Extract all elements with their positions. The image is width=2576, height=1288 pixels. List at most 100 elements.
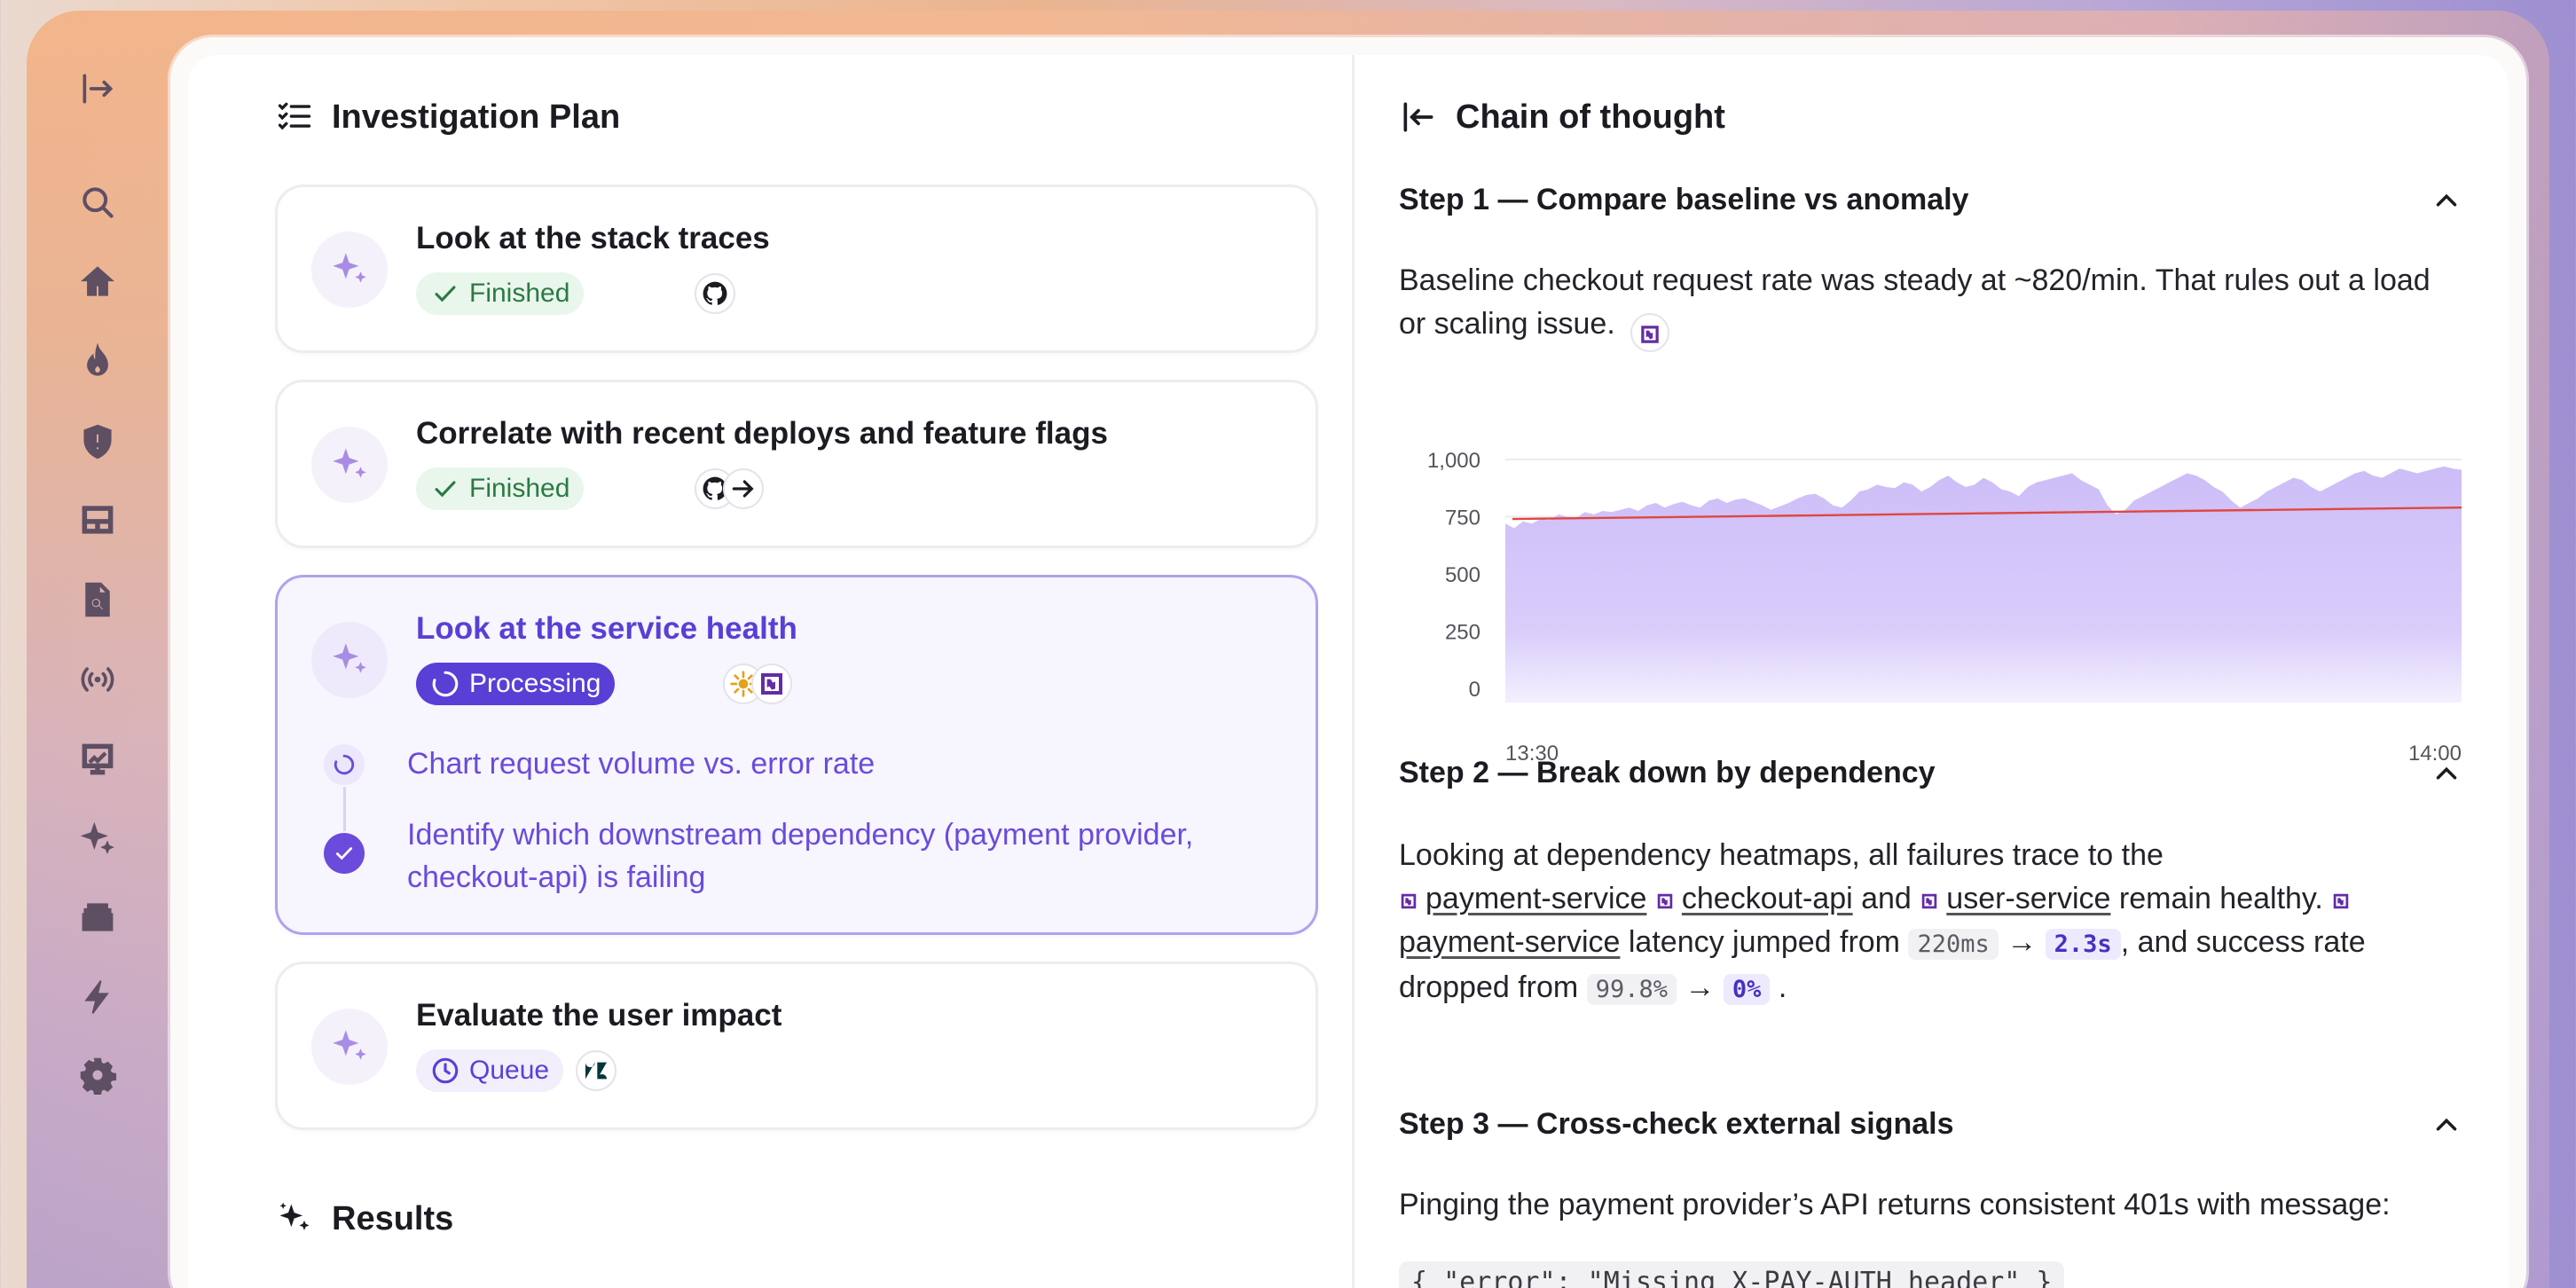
step-2-text: Looking at dependency heatmaps, all fail… [1399, 838, 2366, 1005]
sidebar-item-search[interactable] [53, 176, 142, 229]
zendesk-icon [585, 1062, 607, 1080]
investigation-plan-header: Investigation Plan [275, 98, 620, 137]
sidebar-item-dashboard[interactable] [53, 493, 142, 546]
task-ai-avatar [311, 622, 388, 698]
y-tick-label: 250 [1445, 621, 1480, 645]
service-link-payment-2[interactable]: payment-service [1399, 925, 1621, 959]
shield-alert-icon [83, 424, 112, 459]
y-tick-label: 0 [1469, 678, 1480, 702]
subtask-chart-request-volume: Chart request volume vs. error rate [407, 747, 876, 781]
spinner-icon [432, 671, 459, 697]
chevron-up-icon[interactable] [2430, 184, 2463, 217]
expand-sidebar-icon [82, 74, 114, 104]
step-3-text: Pinging the payment provider’s API retur… [1399, 1188, 2391, 1221]
task-card-stack-traces[interactable]: Look at the stack traces Finished [275, 185, 1318, 353]
baseline-trend-line [1512, 506, 2462, 521]
status-badge-processing: Processing [416, 663, 616, 705]
sparkles-icon [279, 1202, 310, 1230]
sidebar-item-ai[interactable] [53, 813, 142, 866]
check-icon [435, 481, 456, 498]
sparkles-icon [333, 643, 366, 673]
sidebar-item-archive[interactable] [53, 891, 142, 944]
status-badge-finished: Finished [416, 467, 585, 510]
task-title: Correlate with recent deploys and featur… [416, 416, 1108, 451]
datadog-source-icon[interactable] [1630, 313, 1670, 352]
task-ai-avatar [311, 232, 388, 308]
arrow-right-icon [732, 480, 754, 498]
error-message-code: { "error": "Missing X-PAY-AUTH header" } [1399, 1261, 2065, 1288]
pane-divider[interactable] [1352, 55, 1355, 1288]
datadog-tool-icon [751, 664, 792, 704]
datadog-icon [2334, 893, 2349, 909]
service-link-user[interactable]: user-service [1946, 882, 2111, 915]
step-2-header[interactable]: Step 2 — Break down by dependency [1399, 756, 2463, 790]
y-tick-label: 1,000 [1427, 449, 1480, 473]
status-badge-queue: Queue [416, 1049, 564, 1092]
task-title: Look at the service health [416, 611, 797, 646]
zendesk-tool-icon [576, 1050, 617, 1091]
file-search-icon [85, 582, 110, 617]
chart-board-icon [82, 743, 114, 775]
latency-before: 220ms [1908, 929, 1999, 960]
task-card-user-impact[interactable]: Evaluate the user impact Queue [275, 962, 1318, 1130]
sidebar-item-settings[interactable] [53, 1048, 142, 1102]
sidebar-item-incidents[interactable] [53, 335, 142, 389]
dashboard-icon [82, 506, 114, 534]
sparkles-icon [333, 253, 366, 283]
github-tool-icon [695, 273, 735, 314]
checklist-icon [278, 102, 311, 130]
results-title: Results [332, 1199, 454, 1237]
sidebar-item-security[interactable] [53, 415, 142, 468]
latency-after: 2.3s [2045, 929, 2121, 960]
subtask-identify-dependency: Identify which downstream dependency (pa… [407, 818, 1194, 894]
x-tick-label: 13:30 [1505, 742, 1559, 766]
step-1-header[interactable]: Step 1 — Compare baseline vs anomaly [1399, 183, 2463, 217]
chain-of-thought-header: Chain of thought [1399, 98, 1725, 137]
task-title: Evaluate the user impact [416, 998, 782, 1033]
datadog-icon [1401, 893, 1417, 909]
clock-icon [432, 1057, 459, 1084]
investigation-plan-title: Investigation Plan [332, 98, 621, 136]
success-rate-before: 99.8% [1586, 974, 1677, 1005]
task-title: Look at the stack traces [416, 221, 770, 255]
request-volume-area [1505, 466, 2462, 703]
subtask-done-icon [324, 833, 365, 874]
lightning-icon [84, 980, 109, 1014]
sidebar-item-signals[interactable] [53, 653, 142, 706]
x-tick-label: 14:00 [2408, 742, 2462, 766]
task-ai-avatar [311, 427, 388, 503]
status-badge-finished: Finished [416, 272, 585, 315]
expand-sidebar-button[interactable] [53, 62, 142, 115]
step-3-header[interactable]: Step 3 — Cross-check external signals [1399, 1107, 2463, 1142]
task-card-deploys-flags[interactable]: Correlate with recent deploys and featur… [275, 380, 1318, 548]
datadog-icon [1657, 893, 1673, 909]
datadog-icon [761, 673, 782, 695]
step-1-text: Baseline checkout request rate was stead… [1399, 259, 2463, 352]
success-rate-after: 0% [1723, 974, 1771, 1005]
chevron-up-icon[interactable] [2430, 1108, 2463, 1142]
chevron-up-icon[interactable] [2430, 757, 2463, 790]
service-link-checkout[interactable]: checkout-api [1681, 882, 1853, 915]
request-rate-chart: 1,000 750 500 250 0 13:30 14:00 [1427, 449, 2462, 766]
sidebar-item-logs[interactable] [53, 573, 142, 626]
sidebar-item-automations[interactable] [53, 970, 142, 1024]
broadcast-icon [81, 667, 114, 692]
task-ai-avatar [311, 1009, 388, 1085]
collapse-panel-icon[interactable] [1399, 98, 1438, 137]
check-icon [435, 286, 456, 302]
sidebar-item-analytics[interactable] [53, 733, 142, 786]
results-header: Results [275, 1199, 453, 1238]
home-icon [81, 266, 114, 296]
gear-icon [80, 1057, 117, 1095]
main-panel: Investigation Plan Look at the stack tra… [188, 55, 2509, 1288]
fire-icon [87, 342, 108, 376]
task-card-service-health[interactable]: Look at the service health Processing Ch… [275, 575, 1318, 935]
arrow-2: → [1685, 970, 1716, 1004]
sidebar-item-home[interactable] [53, 255, 142, 309]
sparkles-icon [333, 1030, 366, 1060]
github-icon [703, 281, 727, 305]
service-link-payment[interactable]: payment-service [1425, 882, 1647, 915]
y-tick-label: 750 [1445, 507, 1480, 530]
main-card: Investigation Plan Look at the stack tra… [170, 37, 2526, 1288]
y-tick-label: 500 [1445, 563, 1480, 587]
